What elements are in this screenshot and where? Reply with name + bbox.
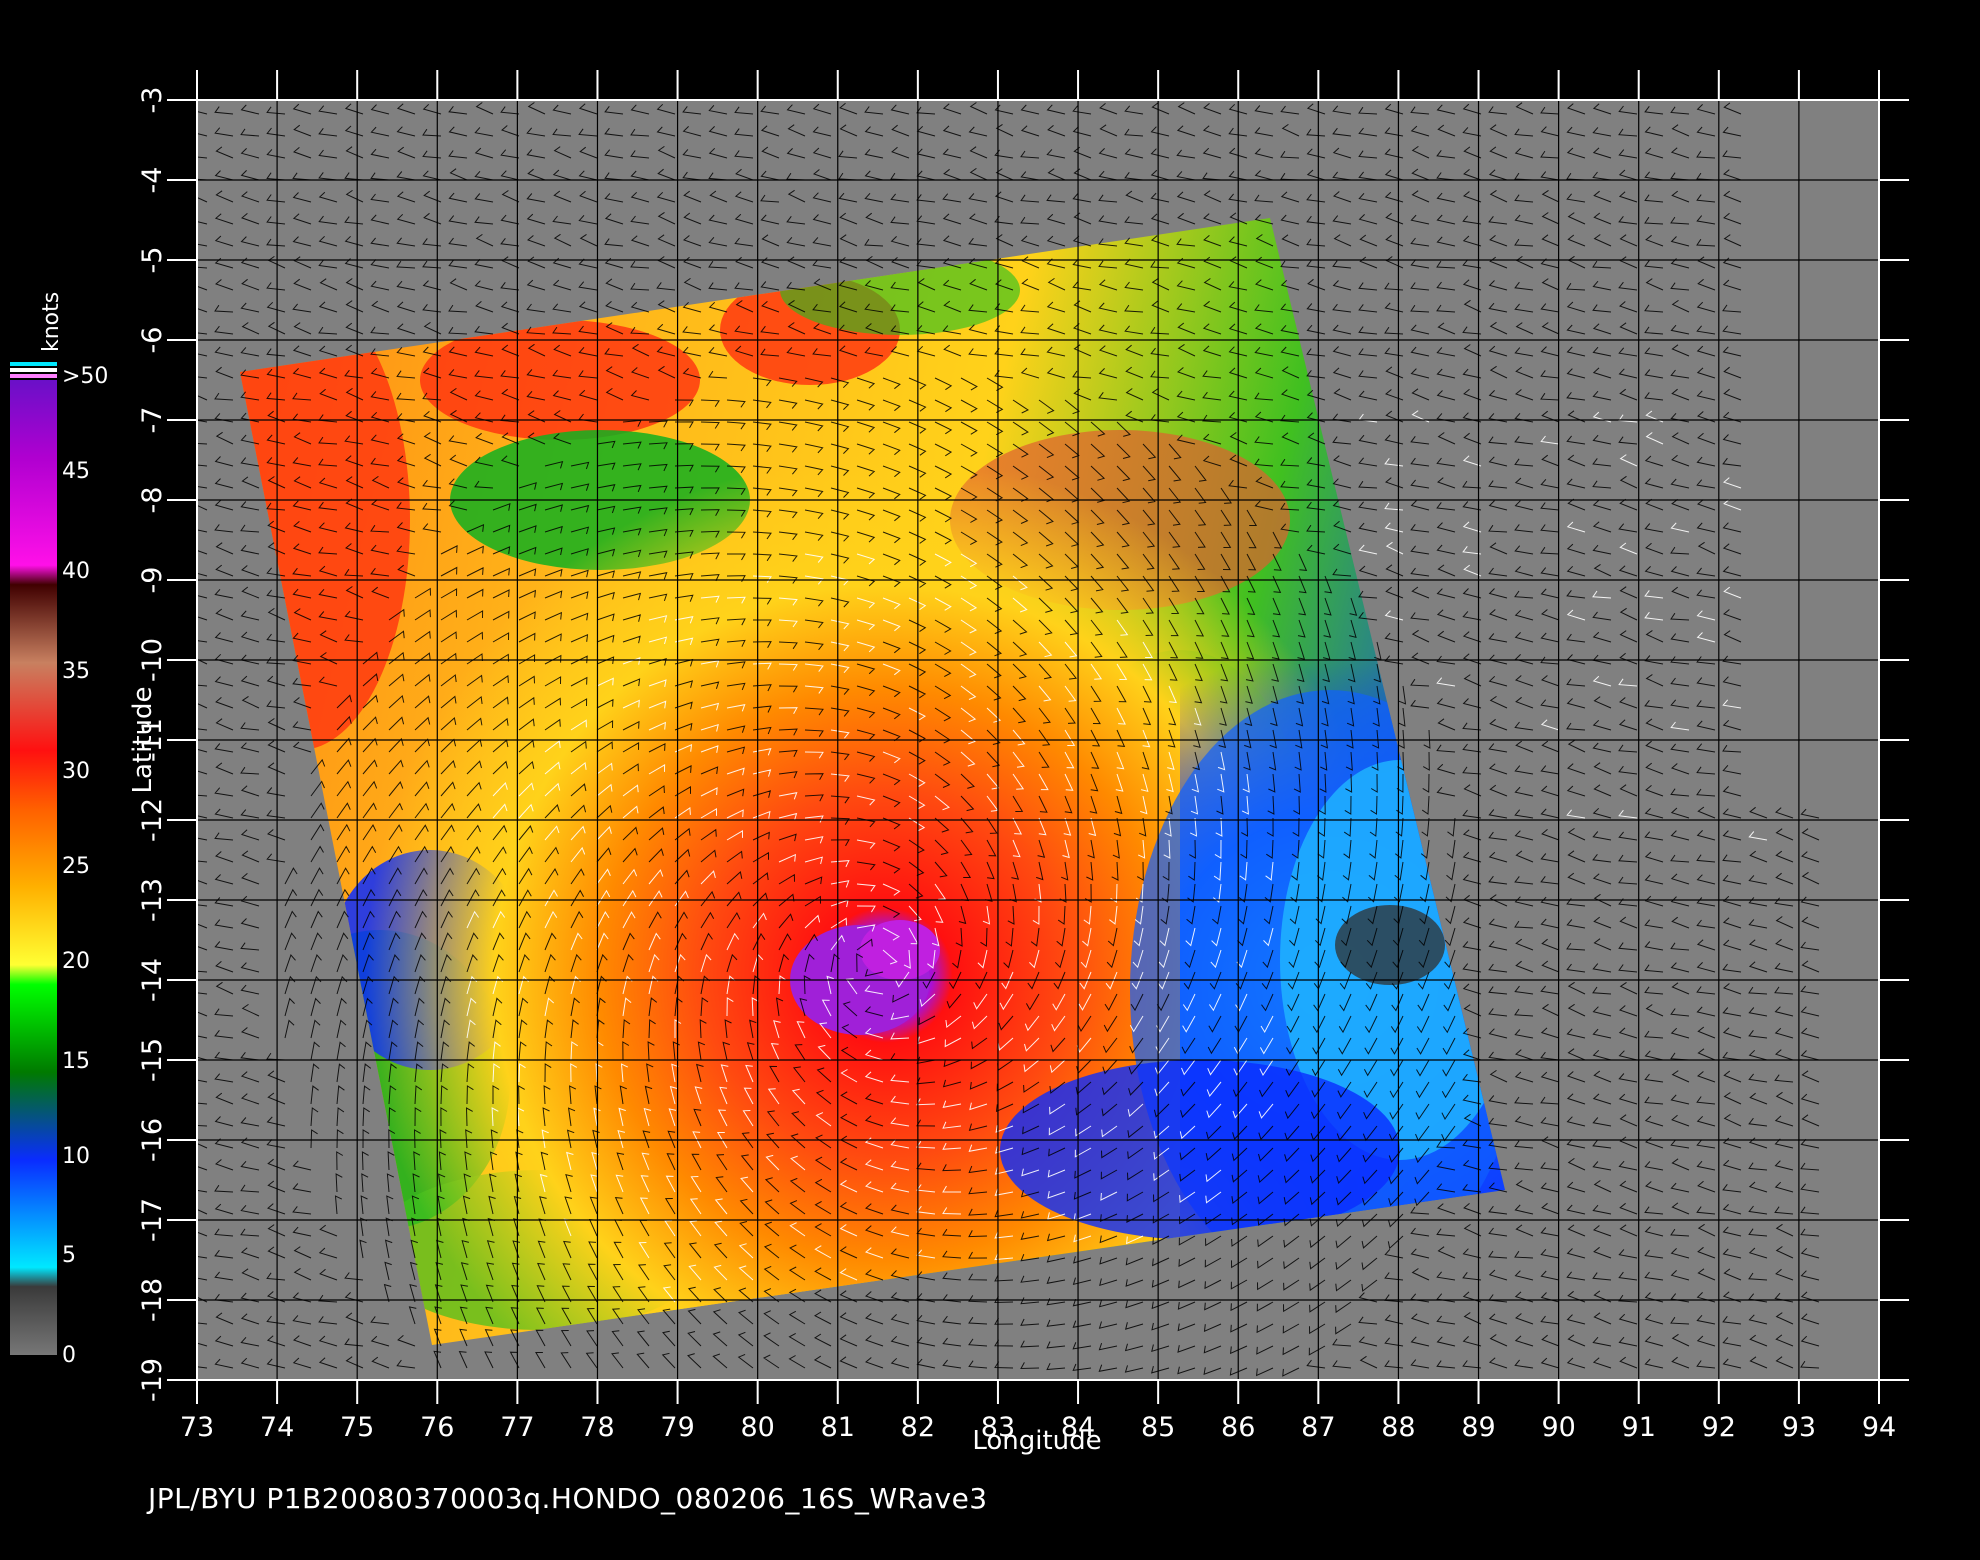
y-tick-label: -7 [137,407,168,434]
x-tick-label: 94 [1862,1412,1896,1443]
x-axis-title: Longitude [972,1426,1101,1456]
colorbar-cap-cyan [10,362,57,366]
image-source-caption: JPL/BYU P1B20080370003q.HONDO_080206_16S… [148,1482,988,1515]
y-tick-label: -17 [137,1198,168,1242]
colorbar-label: >50 [62,364,108,389]
colorbar-cap-white [10,368,57,372]
lat-lon-grid [197,100,1879,1380]
x-tick-label: 74 [260,1412,294,1443]
colorbar-label: 15 [62,1049,90,1074]
x-tick-label: 77 [500,1412,534,1443]
y-tick-label: -18 [137,1278,168,1322]
x-tick-label: 81 [821,1412,855,1443]
x-tick-label: 76 [420,1412,454,1443]
colorbar-label: 45 [62,459,90,484]
x-tick-label: 84 [1061,1412,1095,1443]
x-tick-label: 73 [180,1412,214,1443]
y-tick-label: -5 [137,247,168,274]
wind-barbs [188,102,1820,1377]
y-tick-label: -4 [137,167,168,194]
y-tick-label: -19 [137,1358,168,1402]
y-tick-label: -12 [137,798,168,842]
y-tick-label: -15 [137,1038,168,1082]
x-tick-label: 87 [1301,1412,1335,1443]
x-axis: 73 74 75 76 77 78 79 80 81 82 83 84 85 86 87 88 89 90 91 92… [180,70,1896,1443]
x-tick-label: 80 [740,1412,774,1443]
y-tick-label: -14 [137,958,168,1002]
colorbar-label: 5 [62,1243,76,1268]
colorbar: knots >50 45 40 35 30 25 20 15 10 5 0 [10,292,108,1368]
x-tick-label: 88 [1381,1412,1415,1443]
colorbar-label: 20 [62,949,90,974]
y-tick-label: -9 [137,567,168,594]
colorbar-unit: knots [39,292,64,352]
colorbar-label: 0 [62,1343,76,1368]
x-tick-label: 86 [1221,1412,1255,1443]
x-tick-label: 79 [660,1412,694,1443]
y-tick-label: -8 [137,487,168,514]
x-tick-label: 75 [340,1412,374,1443]
colorbar-label: 40 [62,559,90,584]
y-axis-title: Latitude [128,686,158,793]
x-tick-label: 90 [1541,1412,1575,1443]
y-tick-label: -10 [137,638,168,682]
colorbar-label: 10 [62,1144,90,1169]
y-tick-label: -13 [137,878,168,922]
x-tick-label: 92 [1702,1412,1736,1443]
colorbar-label: 35 [62,659,90,684]
x-tick-label: 78 [580,1412,614,1443]
colorbar-label: 25 [62,854,90,879]
x-tick-label: 83 [981,1412,1015,1443]
colorbar-gradient [10,380,57,1355]
x-tick-label: 93 [1782,1412,1816,1443]
colorbar-cap-pink [10,374,57,378]
y-tick-label: -3 [137,87,168,114]
wind-barbs-dark [188,102,1820,1377]
y-tick-label: -6 [137,327,168,354]
colorbar-label: 30 [62,759,90,784]
y-tick-label: -16 [137,1118,168,1162]
x-tick-label: 91 [1622,1412,1656,1443]
x-tick-label: 89 [1461,1412,1495,1443]
x-tick-label: 85 [1141,1412,1175,1443]
x-tick-label: 82 [901,1412,935,1443]
y-axis: -3 -4 -5 -6 -7 -8 -9 -10 -11 -12 -13 -14 -15 -16 -17 -1… [137,87,1909,1402]
y-tick-label: -11 [137,718,168,762]
